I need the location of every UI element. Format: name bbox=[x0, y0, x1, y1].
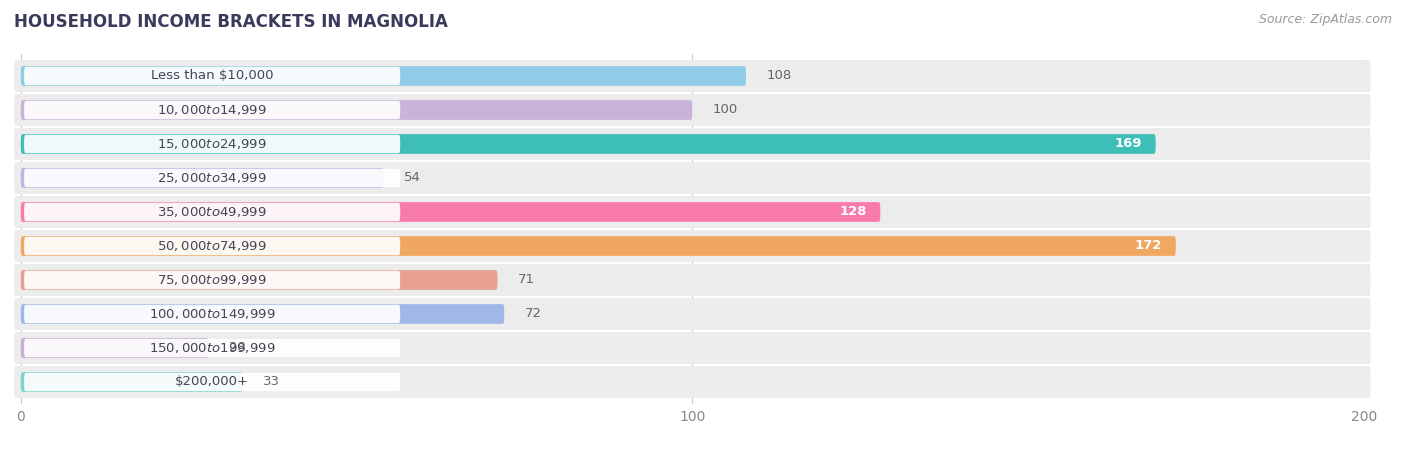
FancyBboxPatch shape bbox=[21, 168, 384, 188]
FancyBboxPatch shape bbox=[21, 338, 209, 358]
Text: Source: ZipAtlas.com: Source: ZipAtlas.com bbox=[1258, 13, 1392, 26]
Text: $75,000 to $99,999: $75,000 to $99,999 bbox=[157, 273, 267, 287]
FancyBboxPatch shape bbox=[14, 162, 1371, 194]
Text: 169: 169 bbox=[1115, 137, 1142, 150]
FancyBboxPatch shape bbox=[21, 236, 1175, 256]
Text: 71: 71 bbox=[517, 273, 534, 286]
Text: $150,000 to $199,999: $150,000 to $199,999 bbox=[149, 341, 276, 355]
Text: $200,000+: $200,000+ bbox=[176, 375, 249, 388]
FancyBboxPatch shape bbox=[24, 271, 401, 289]
Text: 54: 54 bbox=[404, 172, 420, 185]
FancyBboxPatch shape bbox=[21, 100, 692, 120]
FancyBboxPatch shape bbox=[14, 128, 1371, 160]
Text: HOUSEHOLD INCOME BRACKETS IN MAGNOLIA: HOUSEHOLD INCOME BRACKETS IN MAGNOLIA bbox=[14, 13, 449, 31]
FancyBboxPatch shape bbox=[24, 169, 401, 187]
FancyBboxPatch shape bbox=[24, 67, 401, 85]
Text: $15,000 to $24,999: $15,000 to $24,999 bbox=[157, 137, 267, 151]
FancyBboxPatch shape bbox=[24, 373, 401, 391]
Text: Less than $10,000: Less than $10,000 bbox=[150, 70, 273, 83]
FancyBboxPatch shape bbox=[24, 203, 401, 221]
FancyBboxPatch shape bbox=[24, 101, 401, 119]
Text: $25,000 to $34,999: $25,000 to $34,999 bbox=[157, 171, 267, 185]
FancyBboxPatch shape bbox=[21, 134, 1156, 154]
Text: 172: 172 bbox=[1135, 239, 1163, 252]
FancyBboxPatch shape bbox=[21, 372, 242, 392]
Text: 128: 128 bbox=[839, 206, 868, 219]
FancyBboxPatch shape bbox=[14, 332, 1371, 364]
FancyBboxPatch shape bbox=[21, 66, 747, 86]
FancyBboxPatch shape bbox=[24, 237, 401, 255]
FancyBboxPatch shape bbox=[14, 264, 1371, 296]
FancyBboxPatch shape bbox=[14, 366, 1371, 398]
FancyBboxPatch shape bbox=[14, 196, 1371, 228]
Text: 28: 28 bbox=[229, 342, 246, 355]
FancyBboxPatch shape bbox=[14, 60, 1371, 92]
FancyBboxPatch shape bbox=[24, 135, 401, 153]
Text: $35,000 to $49,999: $35,000 to $49,999 bbox=[157, 205, 267, 219]
Text: 100: 100 bbox=[713, 103, 738, 116]
FancyBboxPatch shape bbox=[14, 94, 1371, 126]
Text: 108: 108 bbox=[766, 70, 792, 83]
FancyBboxPatch shape bbox=[21, 304, 505, 324]
Text: $10,000 to $14,999: $10,000 to $14,999 bbox=[157, 103, 267, 117]
Text: 33: 33 bbox=[263, 375, 280, 388]
Text: $100,000 to $149,999: $100,000 to $149,999 bbox=[149, 307, 276, 321]
Text: $50,000 to $74,999: $50,000 to $74,999 bbox=[157, 239, 267, 253]
FancyBboxPatch shape bbox=[24, 305, 401, 323]
FancyBboxPatch shape bbox=[14, 230, 1371, 262]
FancyBboxPatch shape bbox=[14, 298, 1371, 330]
FancyBboxPatch shape bbox=[21, 202, 880, 222]
FancyBboxPatch shape bbox=[21, 270, 498, 290]
Text: 72: 72 bbox=[524, 308, 541, 321]
FancyBboxPatch shape bbox=[24, 339, 401, 357]
